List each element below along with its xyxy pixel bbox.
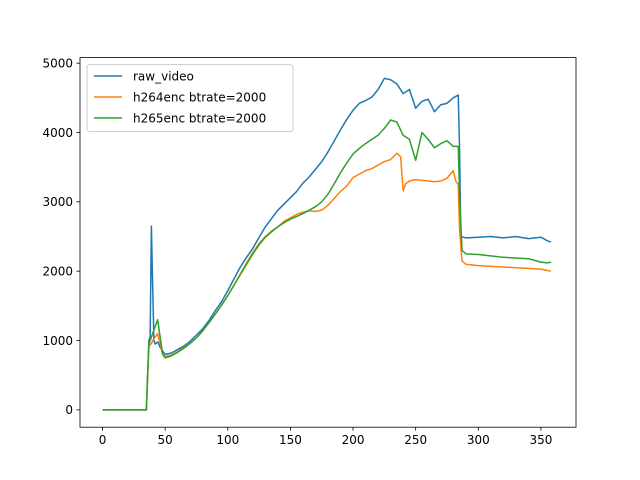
x-tick-label: 300 — [467, 433, 490, 447]
plot-frame — [79, 57, 577, 428]
x-axis: 0 50 100 150 200 250 300 350 — [99, 427, 552, 447]
y-tick-label: 5000 — [42, 56, 73, 70]
legend: raw_video h264enc btrate=2000 h265enc btra… — [86, 64, 294, 133]
legend-label-2: h264enc btrate=2000 — [133, 90, 266, 104]
y-tick-label: 2000 — [42, 264, 73, 278]
x-tick-label: 200 — [342, 433, 365, 447]
y-axis: 0 1000 2000 3000 4000 5000 — [42, 56, 80, 417]
y-tick-label: 3000 — [42, 195, 73, 209]
y-tick-label: 1000 — [42, 334, 73, 348]
x-tick-label: 350 — [529, 433, 552, 447]
x-tick-label: 100 — [216, 433, 239, 447]
legend-label-1: raw_video — [133, 69, 194, 83]
series-layer — [102, 77, 552, 411]
x-tick-label: 0 — [99, 433, 107, 447]
x-tick-label: 50 — [158, 433, 173, 447]
legend-box — [86, 64, 294, 133]
x-tick-label: 150 — [279, 433, 302, 447]
series-line-3 — [102, 119, 552, 411]
series-line-1 — [102, 77, 552, 411]
legend-label-3: h265enc btrate=2000 — [133, 111, 266, 125]
y-tick-label: 0 — [65, 403, 73, 417]
x-tick-label: 250 — [404, 433, 427, 447]
y-tick-label: 4000 — [42, 126, 73, 140]
